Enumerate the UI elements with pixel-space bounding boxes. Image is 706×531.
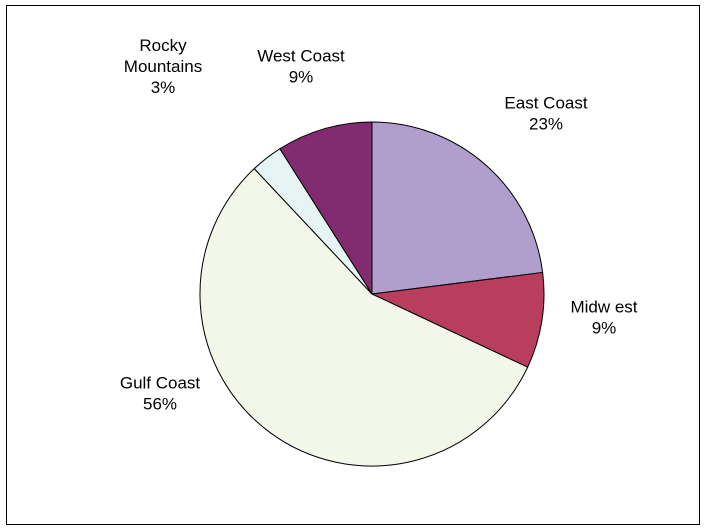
data-label-east-coast: East Coast 23% xyxy=(504,94,587,134)
data-label-midwest: Midw est 9% xyxy=(570,298,637,338)
slice-percent-label: 3% xyxy=(151,78,176,97)
slice-percent-label: 9% xyxy=(289,68,314,87)
pie-slice-midwest xyxy=(371,271,545,368)
slice-category-label: Rocky xyxy=(139,36,187,55)
slice-category-label: West Coast xyxy=(257,47,345,66)
pie-slice-gulf-coast xyxy=(199,168,529,467)
pie-slices xyxy=(199,121,545,467)
slice-category-label: Gulf Coast xyxy=(120,374,201,393)
pie-slice-west-coast xyxy=(279,121,373,295)
slice-category-label: Midw est xyxy=(570,298,637,317)
slice-category-label: East Coast xyxy=(504,94,587,113)
slice-percent-label: 9% xyxy=(592,319,617,338)
slice-percent-label: 23% xyxy=(529,115,563,134)
pie-slice-east-coast xyxy=(371,121,544,295)
data-label-rocky-mountains: Rocky Mountains 3% xyxy=(124,36,202,97)
slice-percent-label: 56% xyxy=(143,395,177,414)
data-label-gulf-coast: Gulf Coast 56% xyxy=(120,374,201,414)
data-label-west-coast: West Coast 9% xyxy=(257,47,345,87)
pie-labels: East Coast 23% Midw est 9% Gulf Coast 56% Rock… xyxy=(120,36,638,414)
slice-category-label: Mountains xyxy=(124,57,202,76)
